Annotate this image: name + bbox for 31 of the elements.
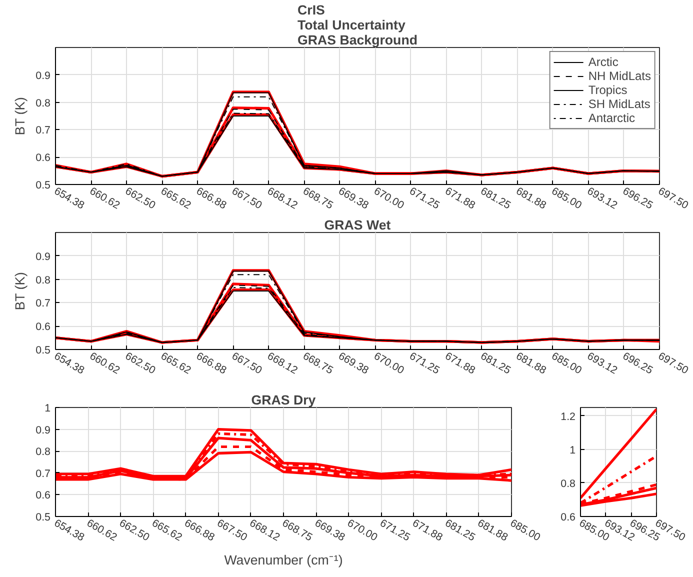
legend-label: SH MidLats <box>588 97 650 111</box>
chart-title: CrIS Total Uncertainty GRAS Background <box>298 2 418 48</box>
legend-label: NH MidLats <box>588 69 651 83</box>
y-tick-label: 0.9 <box>36 424 51 436</box>
y-tick-label: 0.5 <box>36 180 51 192</box>
y-tick-label: 0.7 <box>36 298 51 310</box>
y-tick-label: 1 <box>570 444 576 456</box>
y-tick-label: 0.7 <box>36 124 51 137</box>
y-axis-title: BT (K) <box>12 272 28 310</box>
y-tick-label: 0.9 <box>36 250 51 263</box>
y-tick-label: 0.5 <box>36 512 51 524</box>
y-tick-label: 0.8 <box>36 446 51 458</box>
y-axis-title: BT (K) <box>12 96 28 136</box>
x-axis-title: Wavenumber (cm⁻¹) <box>224 552 343 568</box>
y-tick-label: 0.8 <box>36 97 51 110</box>
y-tick-label: 0.8 <box>560 478 576 490</box>
y-tick-label: 1 <box>44 402 51 414</box>
y-tick-label: 0.5 <box>36 344 51 356</box>
y-tick-label: 0.6 <box>36 321 51 334</box>
y-tick-label: 0.9 <box>36 70 51 82</box>
legend-label: Antarctic <box>588 111 635 125</box>
legend-label: Arctic <box>588 55 618 69</box>
y-tick-label: 1.2 <box>560 410 576 423</box>
y-tick-label: 0.6 <box>560 512 576 524</box>
chart-title: GRAS Dry <box>251 392 316 408</box>
chart-title: GRAS Wet <box>324 218 392 232</box>
y-tick-label: 0.6 <box>36 152 51 164</box>
y-tick-label: 0.8 <box>36 274 51 286</box>
legend-label: Tropics <box>588 83 628 97</box>
y-tick-label: 0.7 <box>36 468 51 480</box>
y-tick-label: 0.6 <box>36 490 51 502</box>
